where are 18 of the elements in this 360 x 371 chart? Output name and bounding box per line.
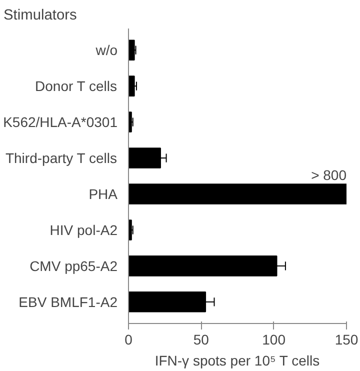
y-tick-label: CMV pp65-A2 [30, 258, 118, 274]
y-tick-label: w/o [94, 42, 118, 58]
y-tick-label: EBV BMLF1-A2 [18, 294, 118, 310]
x-axis-title: IFN-γ spots per 10⁵ T cells [154, 352, 320, 368]
y-tick-label: K562/HLA-A*0301 [3, 114, 118, 130]
bar [128, 184, 346, 204]
x-tick-label: 100 [262, 332, 286, 348]
x-tick-label: 0 [124, 332, 133, 348]
y-tick-label: HIV pol-A2 [50, 222, 118, 238]
bar [128, 76, 135, 96]
x-tick-label: 50 [193, 332, 210, 348]
annotation: > 800 [311, 167, 347, 184]
bar [128, 40, 135, 60]
y-tick-label: Third-party T cells [5, 150, 117, 166]
x-tick-label: 150 [334, 332, 358, 348]
y-tick-label: Donor T cells [35, 78, 117, 94]
y-tick-label: PHA [88, 186, 118, 202]
chart-title: Stimulators [4, 8, 77, 24]
